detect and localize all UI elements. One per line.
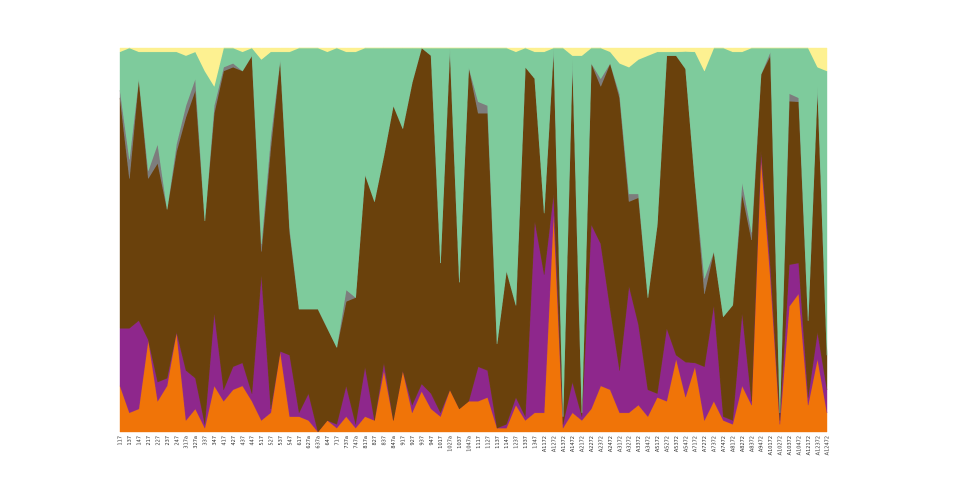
- area-layers: [119, 47, 828, 433]
- x-tick-label: 747a: [353, 436, 359, 449]
- x-tick-label: A2472: [608, 436, 614, 452]
- x-tick-label: A3372: [636, 436, 642, 452]
- x-tick-label: 737a: [344, 436, 350, 449]
- x-tick-label: 247: [174, 436, 180, 446]
- x-tick-label: 237: [165, 436, 171, 446]
- x-tick-label: 1337: [523, 436, 529, 449]
- x-tick-label: 837: [382, 436, 388, 446]
- x-tick-label: 1127: [485, 436, 491, 449]
- x-tick-label: A3472: [646, 436, 652, 452]
- x-tick-label: A1272: [551, 436, 557, 452]
- x-tick-label: 117: [118, 436, 124, 446]
- x-tick-label: 637a: [316, 436, 322, 449]
- x-tick-label: 1027a: [448, 436, 454, 452]
- x-tick-label: 517: [259, 436, 265, 446]
- x-tick-label: A5172: [655, 436, 661, 452]
- x-tick-label: 1047a: [466, 436, 472, 452]
- x-tick-label: A2272: [589, 436, 595, 452]
- x-tick-label: 1017: [438, 436, 444, 449]
- x-tick-label: 917: [401, 436, 407, 446]
- x-tick-label: 1137: [495, 436, 501, 449]
- x-tick-label: 327a: [193, 436, 199, 449]
- x-tick-label: A9472: [759, 436, 765, 452]
- x-tick-label: 627a: [306, 436, 312, 449]
- x-tick-label: A5272: [664, 436, 670, 452]
- x-tick-label: A1372: [561, 436, 567, 452]
- x-tick-label: 617: [297, 436, 303, 446]
- x-tick-label: 947: [429, 436, 435, 446]
- x-tick-label: A10172: [768, 436, 774, 455]
- x-tick-label: 1037: [457, 436, 463, 449]
- x-tick-label: A2172: [580, 436, 586, 452]
- x-tick-label: 1347: [532, 436, 538, 449]
- x-tick-label: 717: [335, 436, 341, 446]
- x-tick-label: 437: [240, 436, 246, 446]
- x-tick-label: A10372: [787, 436, 793, 455]
- x-tick-label: 217: [146, 436, 152, 446]
- x-tick-label: 227: [155, 436, 161, 446]
- x-tick-label: 317a: [184, 436, 190, 449]
- x-tick-label: A2372: [598, 436, 604, 452]
- x-tick-label: 147: [137, 436, 143, 446]
- x-tick-label: 547: [287, 436, 293, 446]
- x-tick-label: 417: [221, 436, 227, 446]
- x-tick-label: A5372: [674, 436, 680, 452]
- x-tick-label: A8172: [730, 436, 736, 452]
- x-tick-label: 347: [212, 436, 218, 446]
- x-tick-label: A1172: [542, 436, 548, 452]
- x-tick-label: A3172: [617, 436, 623, 452]
- x-tick-label: 1147: [504, 436, 510, 449]
- x-tick-label: 647: [325, 436, 331, 446]
- x-tick-label: A5472: [683, 436, 689, 452]
- x-tick-label: A10472: [796, 436, 802, 455]
- x-tick-label: A7172: [693, 436, 699, 452]
- x-tick-label: 537: [278, 436, 284, 446]
- x-tick-label: A8372: [749, 436, 755, 452]
- x-tick-label: 1237: [514, 436, 520, 449]
- x-tick-label: A12472: [825, 436, 831, 455]
- x-tick-label: A12372: [815, 436, 821, 455]
- x-tick-label: A7272: [702, 436, 708, 452]
- x-tick-label: A7372: [712, 436, 718, 452]
- x-tick-label: 927: [410, 436, 416, 446]
- x-tick-label: A10272: [778, 436, 784, 455]
- x-tick-label: 337: [203, 436, 209, 446]
- x-tick-label: 827: [372, 436, 378, 446]
- x-tick-label: 427: [231, 436, 237, 446]
- x-tick-label: 137: [127, 436, 133, 446]
- x-tick-label: 937: [419, 436, 425, 446]
- x-tick-label: A1472: [570, 436, 576, 452]
- x-tick-label: 817a: [363, 436, 369, 449]
- x-tick-label: 527: [269, 436, 275, 446]
- x-tick-label: 1117: [476, 436, 482, 449]
- x-tick-label: 447: [250, 436, 256, 446]
- x-tick-label: A3272: [627, 436, 633, 452]
- x-axis-tick-labels: 117 137 147 217 227 237 247 317a 327a 337 347 417 42…: [118, 436, 831, 455]
- x-tick-label: A12172: [806, 436, 812, 455]
- area-series-6: [119, 47, 828, 87]
- x-tick-label: A8272: [740, 436, 746, 452]
- x-tick-label: 847a: [391, 436, 397, 449]
- x-tick-label: A7472: [721, 436, 727, 452]
